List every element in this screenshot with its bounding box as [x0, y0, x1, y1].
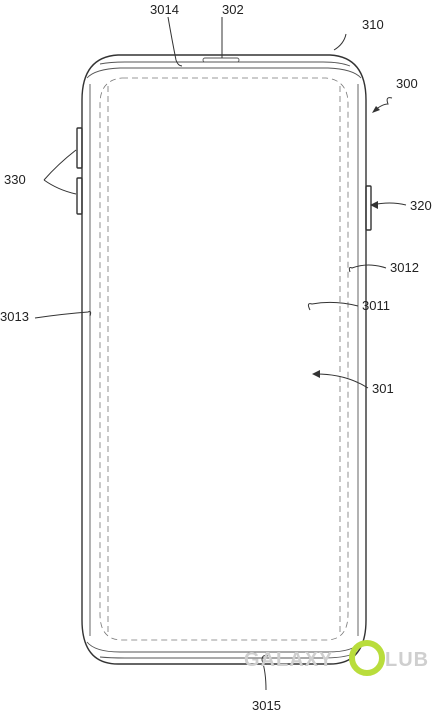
right-button	[365, 185, 372, 231]
left-button-upper	[76, 127, 83, 169]
label-310: 310	[362, 17, 384, 32]
leader-3011	[307, 301, 359, 311]
leader-3015	[261, 655, 269, 691]
watermark-text-right: LUB	[385, 649, 429, 671]
display-boundary	[99, 77, 349, 641]
label-3013: 3013	[0, 309, 29, 324]
watermark-text-left: GALAXY	[244, 649, 333, 671]
label-300: 300	[396, 76, 418, 91]
reference-labels: 3014 302 310 300 330 320 3012 3011 3013 …	[0, 2, 432, 713]
top-edge-line-2	[86, 67, 362, 79]
watermark: GALAXY LUB	[244, 640, 429, 676]
arrowhead-300	[372, 106, 380, 113]
leader-lines	[34, 16, 407, 691]
phone-body	[76, 54, 372, 665]
label-320: 320	[410, 198, 432, 213]
arrowhead-301	[312, 370, 320, 378]
label-3014: 3014	[150, 2, 179, 17]
label-302: 302	[222, 2, 244, 17]
bottom-edge-line-2	[99, 654, 351, 659]
label-301: 301	[372, 381, 394, 396]
leader-3014	[167, 16, 183, 67]
leader-3012	[348, 264, 387, 273]
receiver-slot	[202, 57, 240, 63]
leader-301	[315, 373, 369, 389]
label-330: 330	[4, 172, 26, 187]
watermark-ring	[349, 640, 385, 676]
label-3012: 3012	[390, 260, 419, 275]
label-3015: 3015	[252, 698, 281, 713]
leader-300	[373, 97, 393, 112]
outer-outline	[81, 54, 367, 665]
leader-330-lower	[43, 179, 77, 195]
leader-330-upper	[43, 149, 77, 181]
label-3011: 3011	[362, 298, 390, 313]
left-button-lower	[76, 177, 83, 215]
top-edge-line	[99, 61, 351, 67]
arrowhead-320	[370, 201, 378, 209]
leader-3013	[34, 311, 92, 319]
leader-310	[333, 33, 347, 51]
